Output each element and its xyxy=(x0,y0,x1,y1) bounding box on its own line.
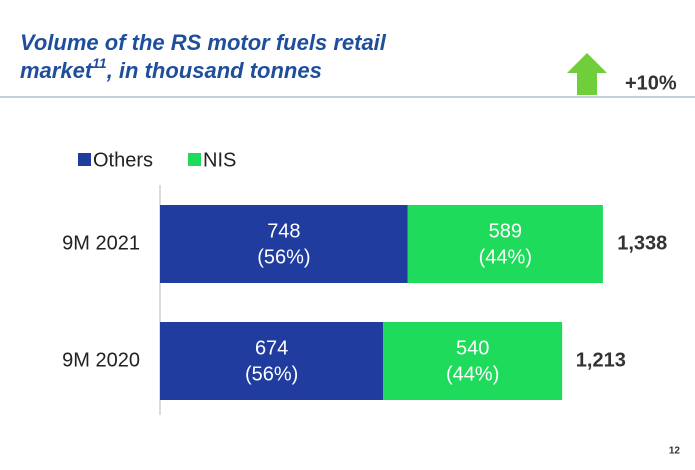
total-label: 1,338 xyxy=(617,232,667,254)
chart-title: Volume of the RS motor fuels retail xyxy=(20,30,387,55)
title-footnote: 11 xyxy=(92,55,107,71)
legend-swatch xyxy=(78,153,91,166)
legend-label: NIS xyxy=(203,149,236,171)
bar-segment xyxy=(407,205,603,283)
legend-swatch xyxy=(188,153,201,166)
value-label: 589 xyxy=(489,220,522,242)
chart-title-line: market11, in thousand tonnes xyxy=(20,55,322,83)
page-number: 12 xyxy=(669,446,681,457)
value-label: 748 xyxy=(267,220,300,242)
category-label: 9M 2021 xyxy=(62,232,140,254)
change-label: +10% xyxy=(625,72,677,94)
share-label: (44%) xyxy=(479,246,532,268)
share-label: (56%) xyxy=(257,246,310,268)
share-label: (44%) xyxy=(446,363,499,385)
up-arrow xyxy=(567,53,607,95)
total-label: 1,213 xyxy=(576,349,626,371)
title-part: market xyxy=(20,58,94,83)
bar-segment xyxy=(160,205,408,283)
value-label: 540 xyxy=(456,337,489,359)
bar-segment xyxy=(160,322,384,400)
value-label: 674 xyxy=(255,337,288,359)
title-suffix: , in thousand tonnes xyxy=(106,58,322,83)
bar-segment xyxy=(383,322,563,400)
legend-label: Others xyxy=(93,149,153,171)
category-label: 9M 2020 xyxy=(62,349,140,371)
share-label: (56%) xyxy=(245,363,298,385)
